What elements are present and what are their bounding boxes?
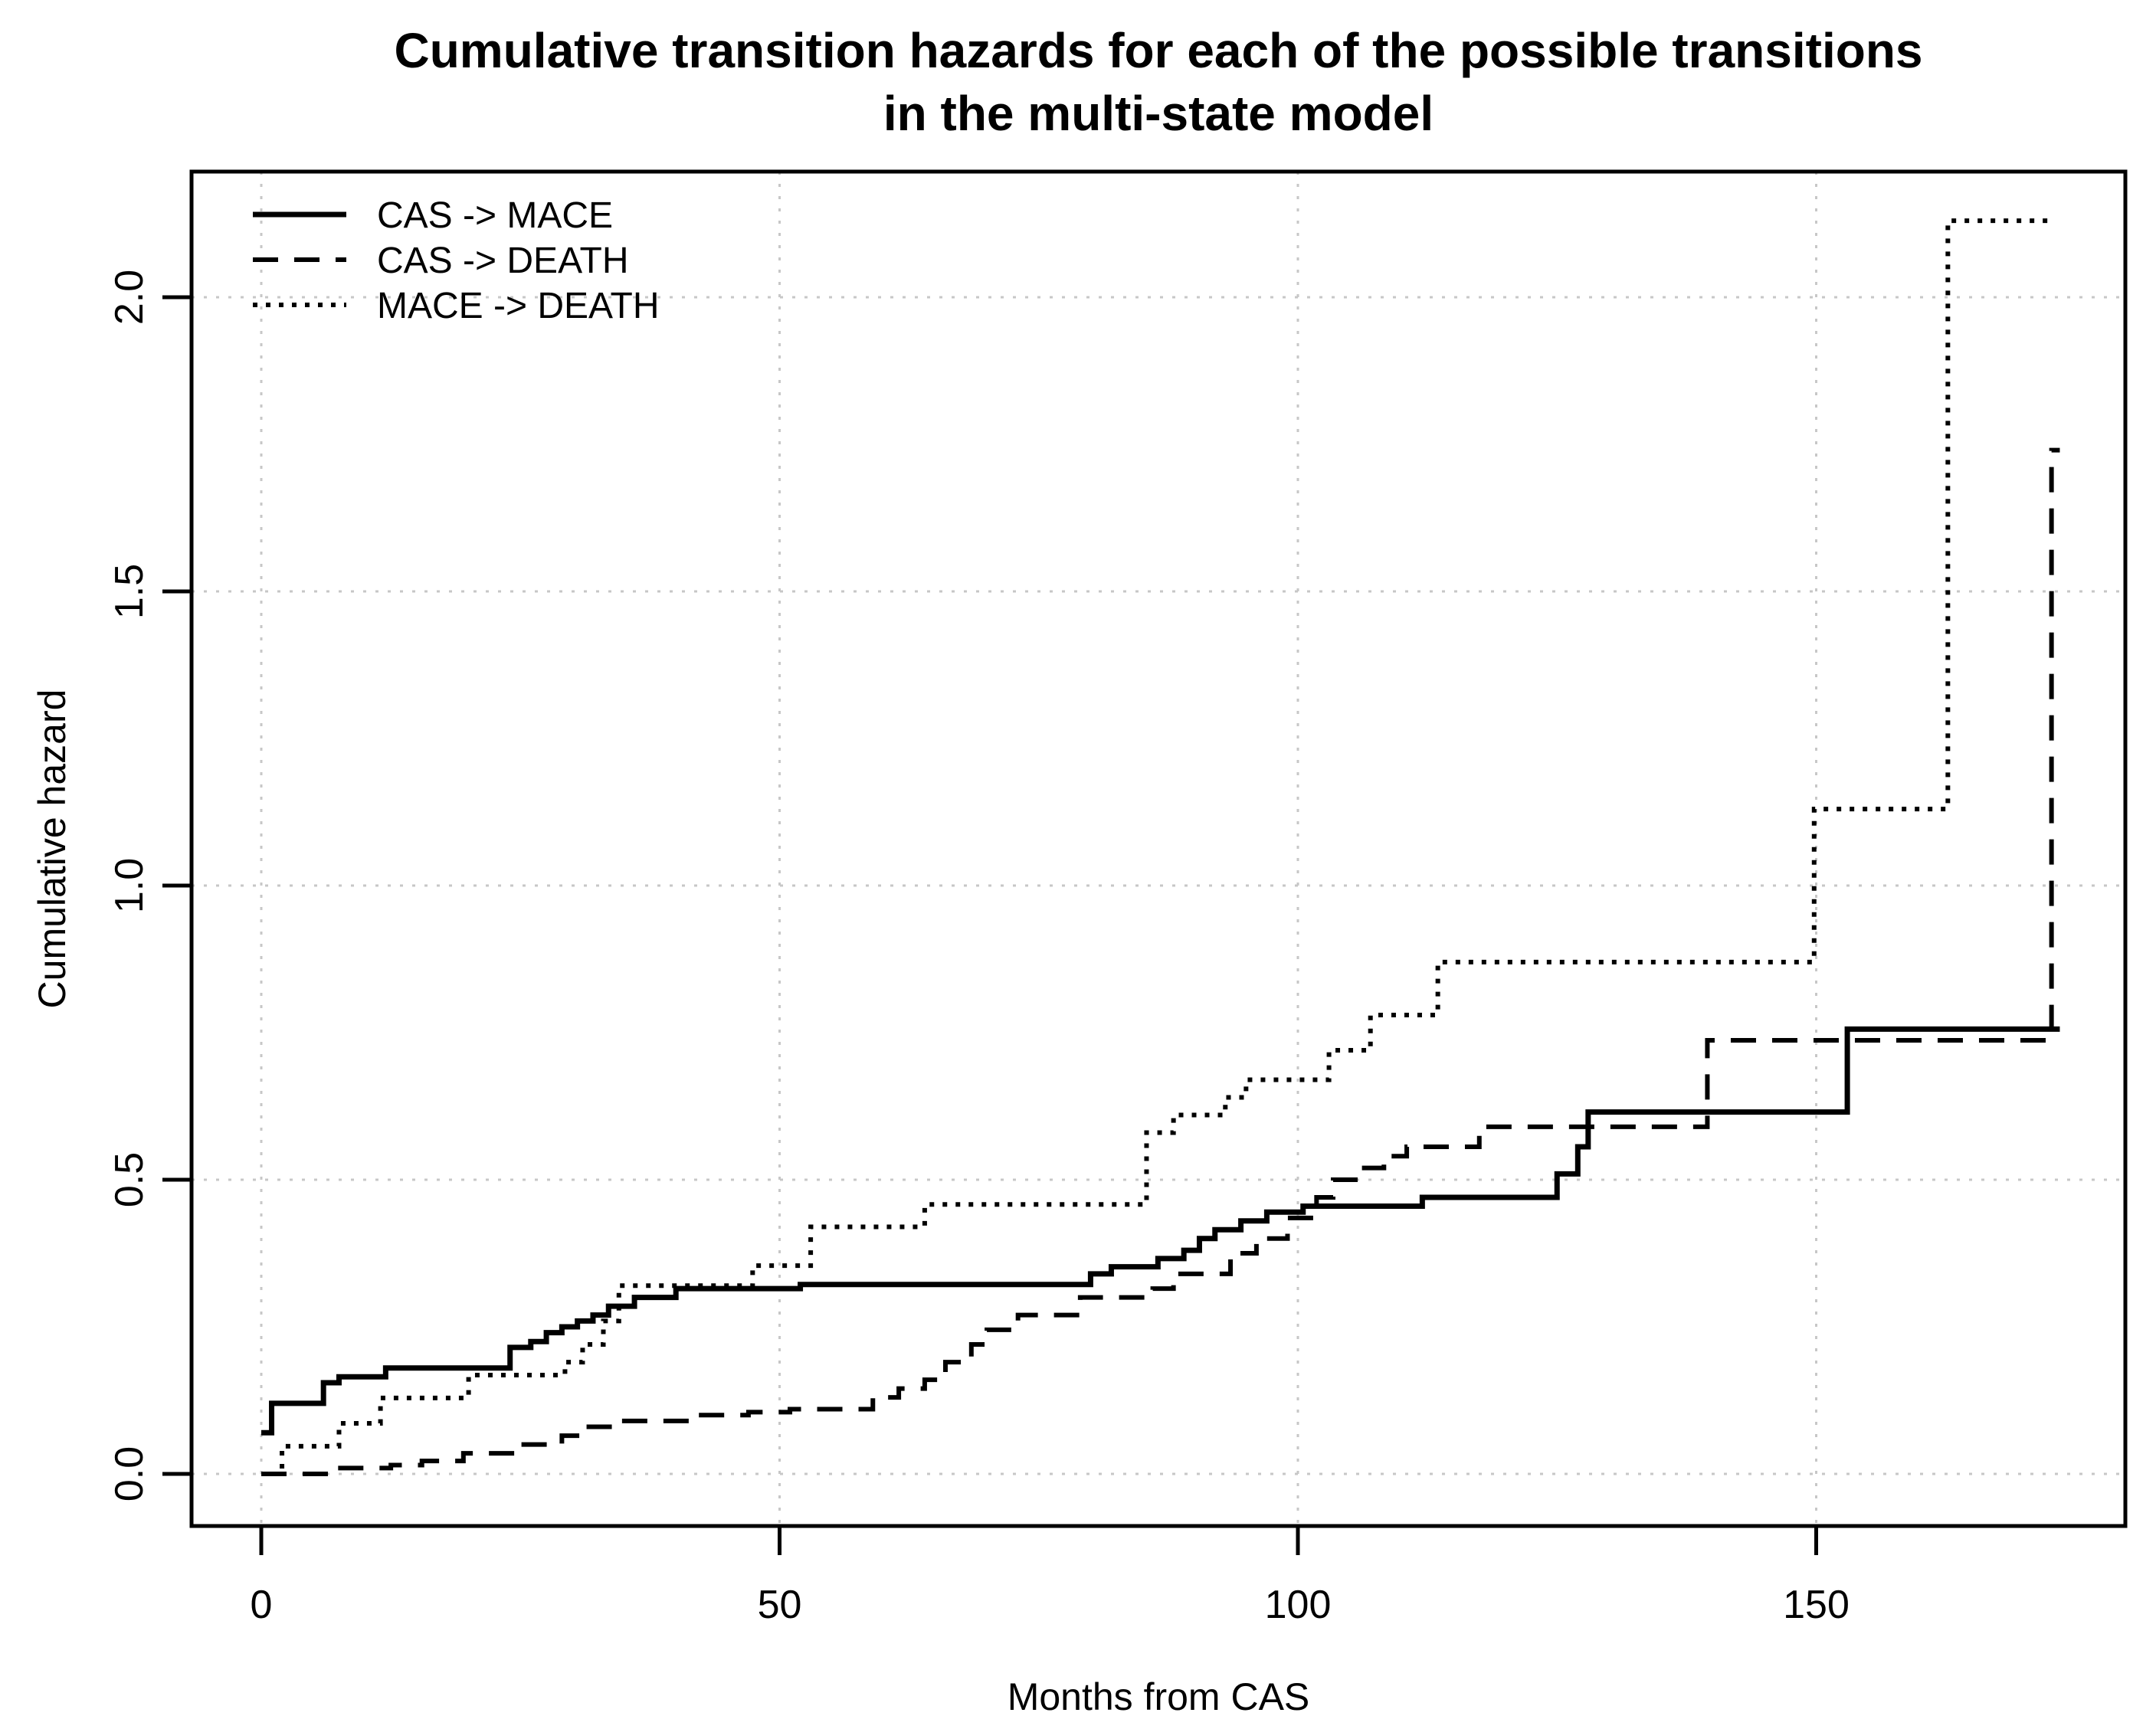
axis-ticks [162,295,1818,1555]
x-tick-label: 0 [251,1583,273,1627]
legend-label: CAS -> DEATH [377,241,629,281]
x-tick-label: 150 [1783,1583,1850,1627]
y-tick-label: 1.0 [107,858,152,913]
chart-title-line2: in the multi-state model [883,86,1434,141]
y-axis-title: Cumulative hazard [31,689,74,1009]
x-tick-label: 100 [1265,1583,1332,1627]
y-tick-label: 0.5 [107,1152,152,1207]
y-tick-label: 1.5 [107,564,152,619]
series-line-mace-death [261,218,2052,1476]
x-axis-title: Months from CAS [1008,1675,1310,1718]
series-line-cas-mace [261,1026,2060,1436]
legend-label: CAS -> MACE [377,195,613,236]
chart-title-line1: Cumulative transition hazards for each o… [394,23,1922,78]
y-tick-label: 0.0 [107,1446,152,1501]
series-line-cas-death [261,447,2060,1476]
legend: CAS -> MACE CAS -> DEATH MACE -> DEATH [253,195,659,326]
legend-label: MACE -> DEATH [377,286,659,326]
x-tick-label: 50 [758,1583,802,1627]
y-tick-label: 2.0 [107,270,152,325]
plot-border [189,169,2128,1528]
